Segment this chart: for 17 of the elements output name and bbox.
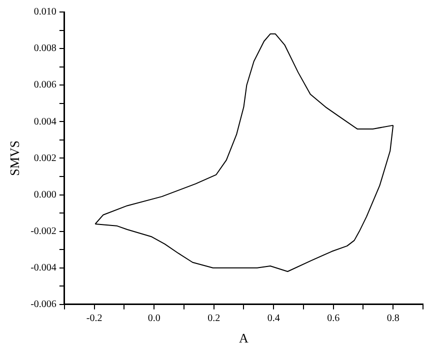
x-tick-label: 0.6 [327, 313, 340, 324]
y-tick-label: 0.008 [34, 43, 56, 54]
x-axis-title: A [239, 330, 250, 346]
y-tick-label: -0.006 [30, 299, 56, 310]
x-tick-label: 0.8 [386, 313, 400, 324]
y-tick-label: 0.002 [34, 152, 56, 164]
y-tick-label: 0.010 [34, 6, 56, 18]
y-axis-title: SMVS [7, 140, 22, 176]
y-tick-label: 0.006 [34, 80, 56, 91]
y-tick-label: 0.000 [34, 189, 56, 200]
y-tick-label: 0.004 [34, 116, 56, 128]
y-tick-label: -0.002 [30, 226, 56, 237]
y-tick-label: -0.004 [30, 262, 56, 274]
x-tick-label: 0.2 [208, 313, 220, 324]
x-tick-label: 0.0 [148, 313, 160, 324]
x-tick-label: 0.4 [267, 313, 280, 324]
x-tick-label: -0.2 [86, 313, 102, 324]
